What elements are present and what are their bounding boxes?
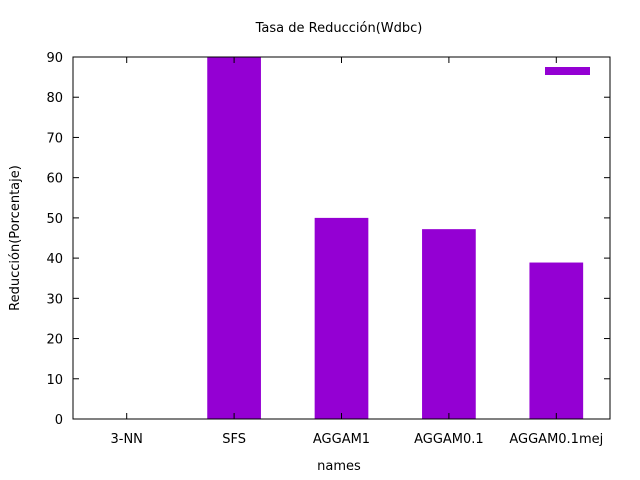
- y-tick-label: 60: [46, 172, 63, 187]
- x-tick-label: 3-NN: [110, 432, 142, 447]
- x-tick-label: AGGAM1: [313, 432, 370, 447]
- axes-group: 0 10 20 30 40 50 60 70 80 90 3-NN SFS AGGAM1 AGGAM0.1…: [46, 51, 610, 447]
- bar-sfs: [207, 57, 261, 419]
- y-tick-label: 40: [46, 252, 63, 267]
- x-tick-label: SFS: [222, 432, 246, 447]
- x-tick-label: AGGAM0.1mej: [509, 432, 603, 447]
- bars-group: [207, 57, 584, 419]
- x-tick-label: AGGAM0.1: [414, 432, 484, 447]
- x-axis-label: names: [317, 459, 361, 474]
- y-tick-label: 30: [46, 292, 63, 307]
- legend-swatch: [545, 67, 590, 75]
- y-tick-label: 0: [55, 413, 63, 428]
- y-tick-label: 70: [46, 131, 63, 146]
- chart-title: Tasa de Reducción(Wdbc): [255, 21, 423, 36]
- bar-aggam0-1: [422, 229, 476, 419]
- y-tick-label: 80: [46, 91, 63, 106]
- y-tick-label: 50: [46, 212, 63, 227]
- bar-aggam1: [314, 217, 369, 419]
- y-tick-label: 10: [46, 373, 63, 388]
- y-tick-label: 20: [46, 333, 63, 348]
- y-axis-label: Reducción(Porcentaje): [8, 165, 23, 311]
- plot-frame: [72, 56, 611, 420]
- bar-aggam0-1mej: [529, 262, 584, 419]
- y-tick-label: 90: [46, 51, 63, 66]
